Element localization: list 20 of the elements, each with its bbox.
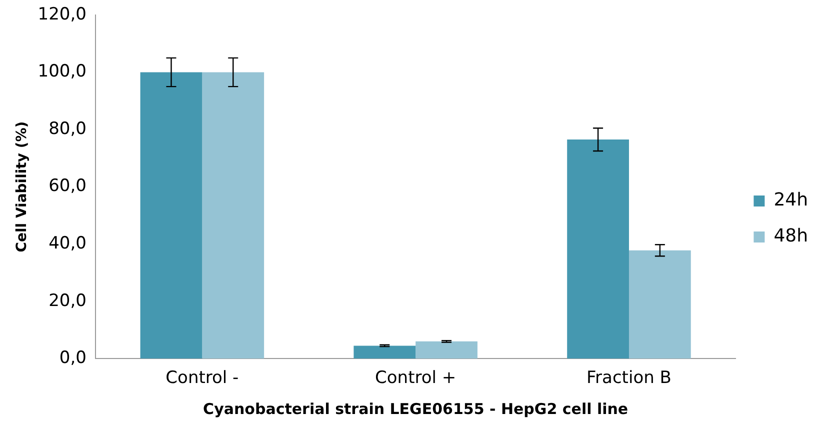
bar	[140, 72, 202, 359]
bar	[628, 250, 691, 359]
y-tick-label: 120,0	[38, 4, 86, 24]
y-tick-label: 0,0	[59, 348, 86, 368]
bar	[567, 140, 629, 359]
y-tick-label: 100,0	[38, 62, 86, 82]
y-tick-label: 60,0	[48, 176, 86, 196]
x-tick-label: Control -	[166, 368, 239, 388]
x-tick-label: Fraction B	[586, 368, 672, 388]
y-tick-label: 40,0	[48, 233, 86, 254]
x-tick-label: Control +	[375, 368, 456, 388]
y-tick-label: 20,0	[48, 290, 86, 311]
y-axis-title: Cell Viability (%)	[14, 121, 30, 252]
legend-label: 24h	[774, 190, 808, 211]
legend-label: 48h	[774, 226, 808, 247]
bar	[416, 341, 478, 359]
x-axis-title: Cyanobacterial strain LEGE06155 - HepG2 cell line	[203, 400, 628, 418]
bar	[202, 72, 264, 359]
y-tick-label: 80,0	[48, 118, 86, 139]
bar	[354, 346, 416, 359]
